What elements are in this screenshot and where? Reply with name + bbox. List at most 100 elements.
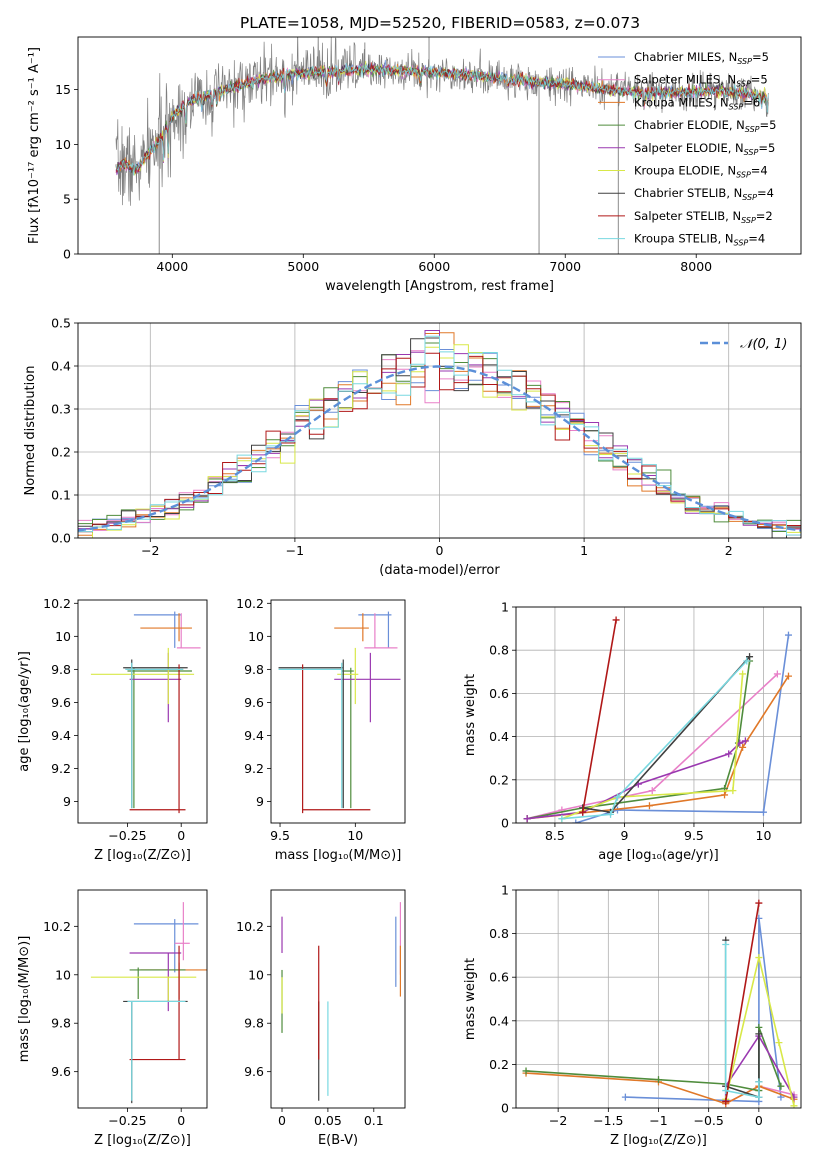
legend-label-chabrier-stelib: Chabrier STELIB, NSSP=4 (634, 186, 774, 202)
legend-label-chabrier-elodie: Chabrier ELODIE, NSSP=5 (634, 118, 776, 134)
y-tick-label: 0.4 (51, 359, 71, 374)
y-tick-label: 10.2 (236, 596, 264, 611)
plus-marker (755, 954, 763, 962)
errorbar-chabrier-miles (133, 611, 182, 648)
y-tick-label: 5 (63, 192, 71, 207)
plus-marker (755, 1093, 763, 1101)
axes-frame (515, 606, 802, 824)
panel-mass_vs_EBV: 0 0.05 0.1 9.6 9.8 10 10.2 E(B-V) (236, 889, 406, 1148)
x-axis-label: mass [log₁₀(M/M⊙)] (275, 848, 402, 863)
plus-marker (579, 808, 587, 816)
y-tick-label: 0.6 (489, 970, 509, 985)
x-tick-label: 0 (177, 1113, 185, 1128)
y-tick-label: 0.2 (489, 772, 509, 787)
errorbar-salpeter-stelib (129, 945, 186, 1061)
errorbar-kroupa-elodie (90, 976, 197, 1002)
y-tick-label: 9.8 (51, 1016, 71, 1031)
legend-label-kroupa-elodie: Kroupa ELODIE, NSSP=4 (634, 164, 768, 180)
errorbar-salpeter-elodie (129, 652, 182, 723)
legend-label-salpeter-elodie: Salpeter ELODIE, NSSP=5 (634, 141, 775, 157)
y-tick-label: 9.6 (244, 695, 264, 710)
panel-age_vs_Z: −0.25 0 9 9.2 9.4 9.6 9.8 10 10.2 Z [log₁₀(Z/Z⊙)]… (17, 596, 208, 863)
y-axis-label: mass [log₁₀(M/M⊙)] (17, 936, 32, 1063)
x-axis-label: E(B-V) (318, 1133, 358, 1148)
errorbar-chabrier-stelib (123, 659, 188, 809)
errorbar-kroupa-stelib (278, 662, 343, 809)
y-tick-label: 0 (63, 247, 71, 262)
plus-marker (648, 787, 656, 795)
x-tick-label: −1.5 (593, 1113, 623, 1128)
y-tick-label: 9.6 (244, 1064, 264, 1079)
x-tick-label: 0.05 (314, 1113, 342, 1128)
x-tick-label: 0 (436, 543, 444, 558)
x-tick-label: −1 (649, 1113, 667, 1128)
y-tick-label: 10 (248, 967, 264, 982)
y-tick-label: 0.1 (51, 488, 71, 503)
y-axis-label: mass weight (463, 674, 478, 756)
mass-weight-line-kroupa-elodie (561, 673, 744, 820)
errorbar-salpeter-stelib (129, 664, 186, 814)
panel-spectrum: Chabrier MILES, NSSP=5 Salpeter MILES, NS… (27, 36, 802, 294)
errorbar-chabrier-miles (133, 919, 199, 973)
axes-frame (77, 36, 802, 255)
plus-marker (790, 1102, 798, 1108)
x-tick-label: 0.1 (364, 1113, 384, 1128)
mass-weight-line-kroupa-stelib (561, 660, 748, 820)
plus-marker (739, 670, 747, 678)
x-tick-label: 0 (755, 1113, 763, 1128)
spectrum-legend: Chabrier MILES, NSSP=5 Salpeter MILES, NS… (598, 50, 776, 248)
y-tick-label: 9 (256, 794, 264, 809)
y-tick-label: 10.2 (43, 596, 71, 611)
figure-title: PLATE=1058, MJD=52520, FIBERID=0583, z=0… (240, 14, 640, 32)
plus-marker (755, 1030, 763, 1038)
errorbar-salpeter-miles (176, 613, 201, 649)
y-tick-label: 9 (63, 794, 71, 809)
plus-marker (773, 670, 781, 678)
plot-area-age_vs_Z (90, 611, 201, 814)
plus-marker (655, 1076, 662, 1084)
y-axis-label: age [log₁₀(age/yr)] (17, 651, 32, 772)
y-tick-label: 10 (55, 629, 71, 644)
legend-label-normal: 𝒩(0, 1) (740, 337, 787, 352)
plus-marker (607, 810, 615, 818)
mass-weight-line-chabrier-elodie (526, 660, 751, 820)
mass-weight-line-kroupa-elodie (724, 957, 795, 1106)
x-axis-label: Z [log₁₀(Z/Z⊙)] (94, 1133, 191, 1148)
plus-marker (522, 1067, 530, 1075)
y-tick-label: 9.2 (51, 761, 71, 776)
y-tick-label: 9.2 (244, 761, 264, 776)
panel-mass_vs_Z: −0.25 0 9.6 9.8 10 10.2 Z [log₁₀(Z/Z⊙)] mass [l… (17, 889, 208, 1148)
axes-frame (77, 889, 208, 1109)
x-tick-label: 4000 (156, 259, 188, 274)
panel-age_vs_mass: 9.5 10 9 9.2 9.4 9.6 9.8 10 10.2 mass [log₁₀(M/M⊙… (236, 596, 406, 863)
x-tick-label: −2 (549, 1113, 567, 1128)
legend-label-kroupa-miles: Kroupa MILES, NSSP=6 (634, 95, 760, 111)
x-tick-label: 0 (177, 828, 185, 843)
plot-area-mass_weight_vs_Z (522, 899, 798, 1108)
x-tick-label: 9.5 (270, 828, 290, 843)
histogram-salpeter-stelib (78, 352, 801, 533)
mass-weight-line-chabrier-miles (575, 634, 790, 823)
errorbar-chabrier-elodie (127, 667, 192, 809)
y-tick-label: 0.4 (489, 1013, 509, 1028)
y-tick-label: 0 (501, 1101, 509, 1116)
y-tick-label: 9.8 (244, 662, 264, 677)
x-tick-label: −2 (141, 543, 159, 558)
x-tick-label: 0 (278, 1113, 286, 1128)
legend-label-chabrier-miles: Chabrier MILES, NSSP=5 (634, 50, 769, 66)
plus-marker (621, 1093, 629, 1101)
plot-area-mass_vs_Z (90, 902, 207, 1104)
histogram-salpeter-miles (78, 350, 801, 536)
x-tick-label: −0.5 (693, 1113, 723, 1128)
errorbar-kroupa-stelib (127, 1000, 186, 1101)
plus-marker (743, 657, 751, 665)
y-tick-label: 15 (55, 82, 71, 97)
x-tick-label: −1 (286, 543, 304, 558)
errorbar-chabrier-elodie (129, 967, 186, 999)
plus-marker (784, 631, 792, 639)
errorbar-kroupa-stelib (125, 662, 184, 809)
y-tick-label: 0.0 (51, 531, 71, 546)
plus-marker (722, 941, 730, 948)
x-tick-label: 7000 (549, 259, 581, 274)
